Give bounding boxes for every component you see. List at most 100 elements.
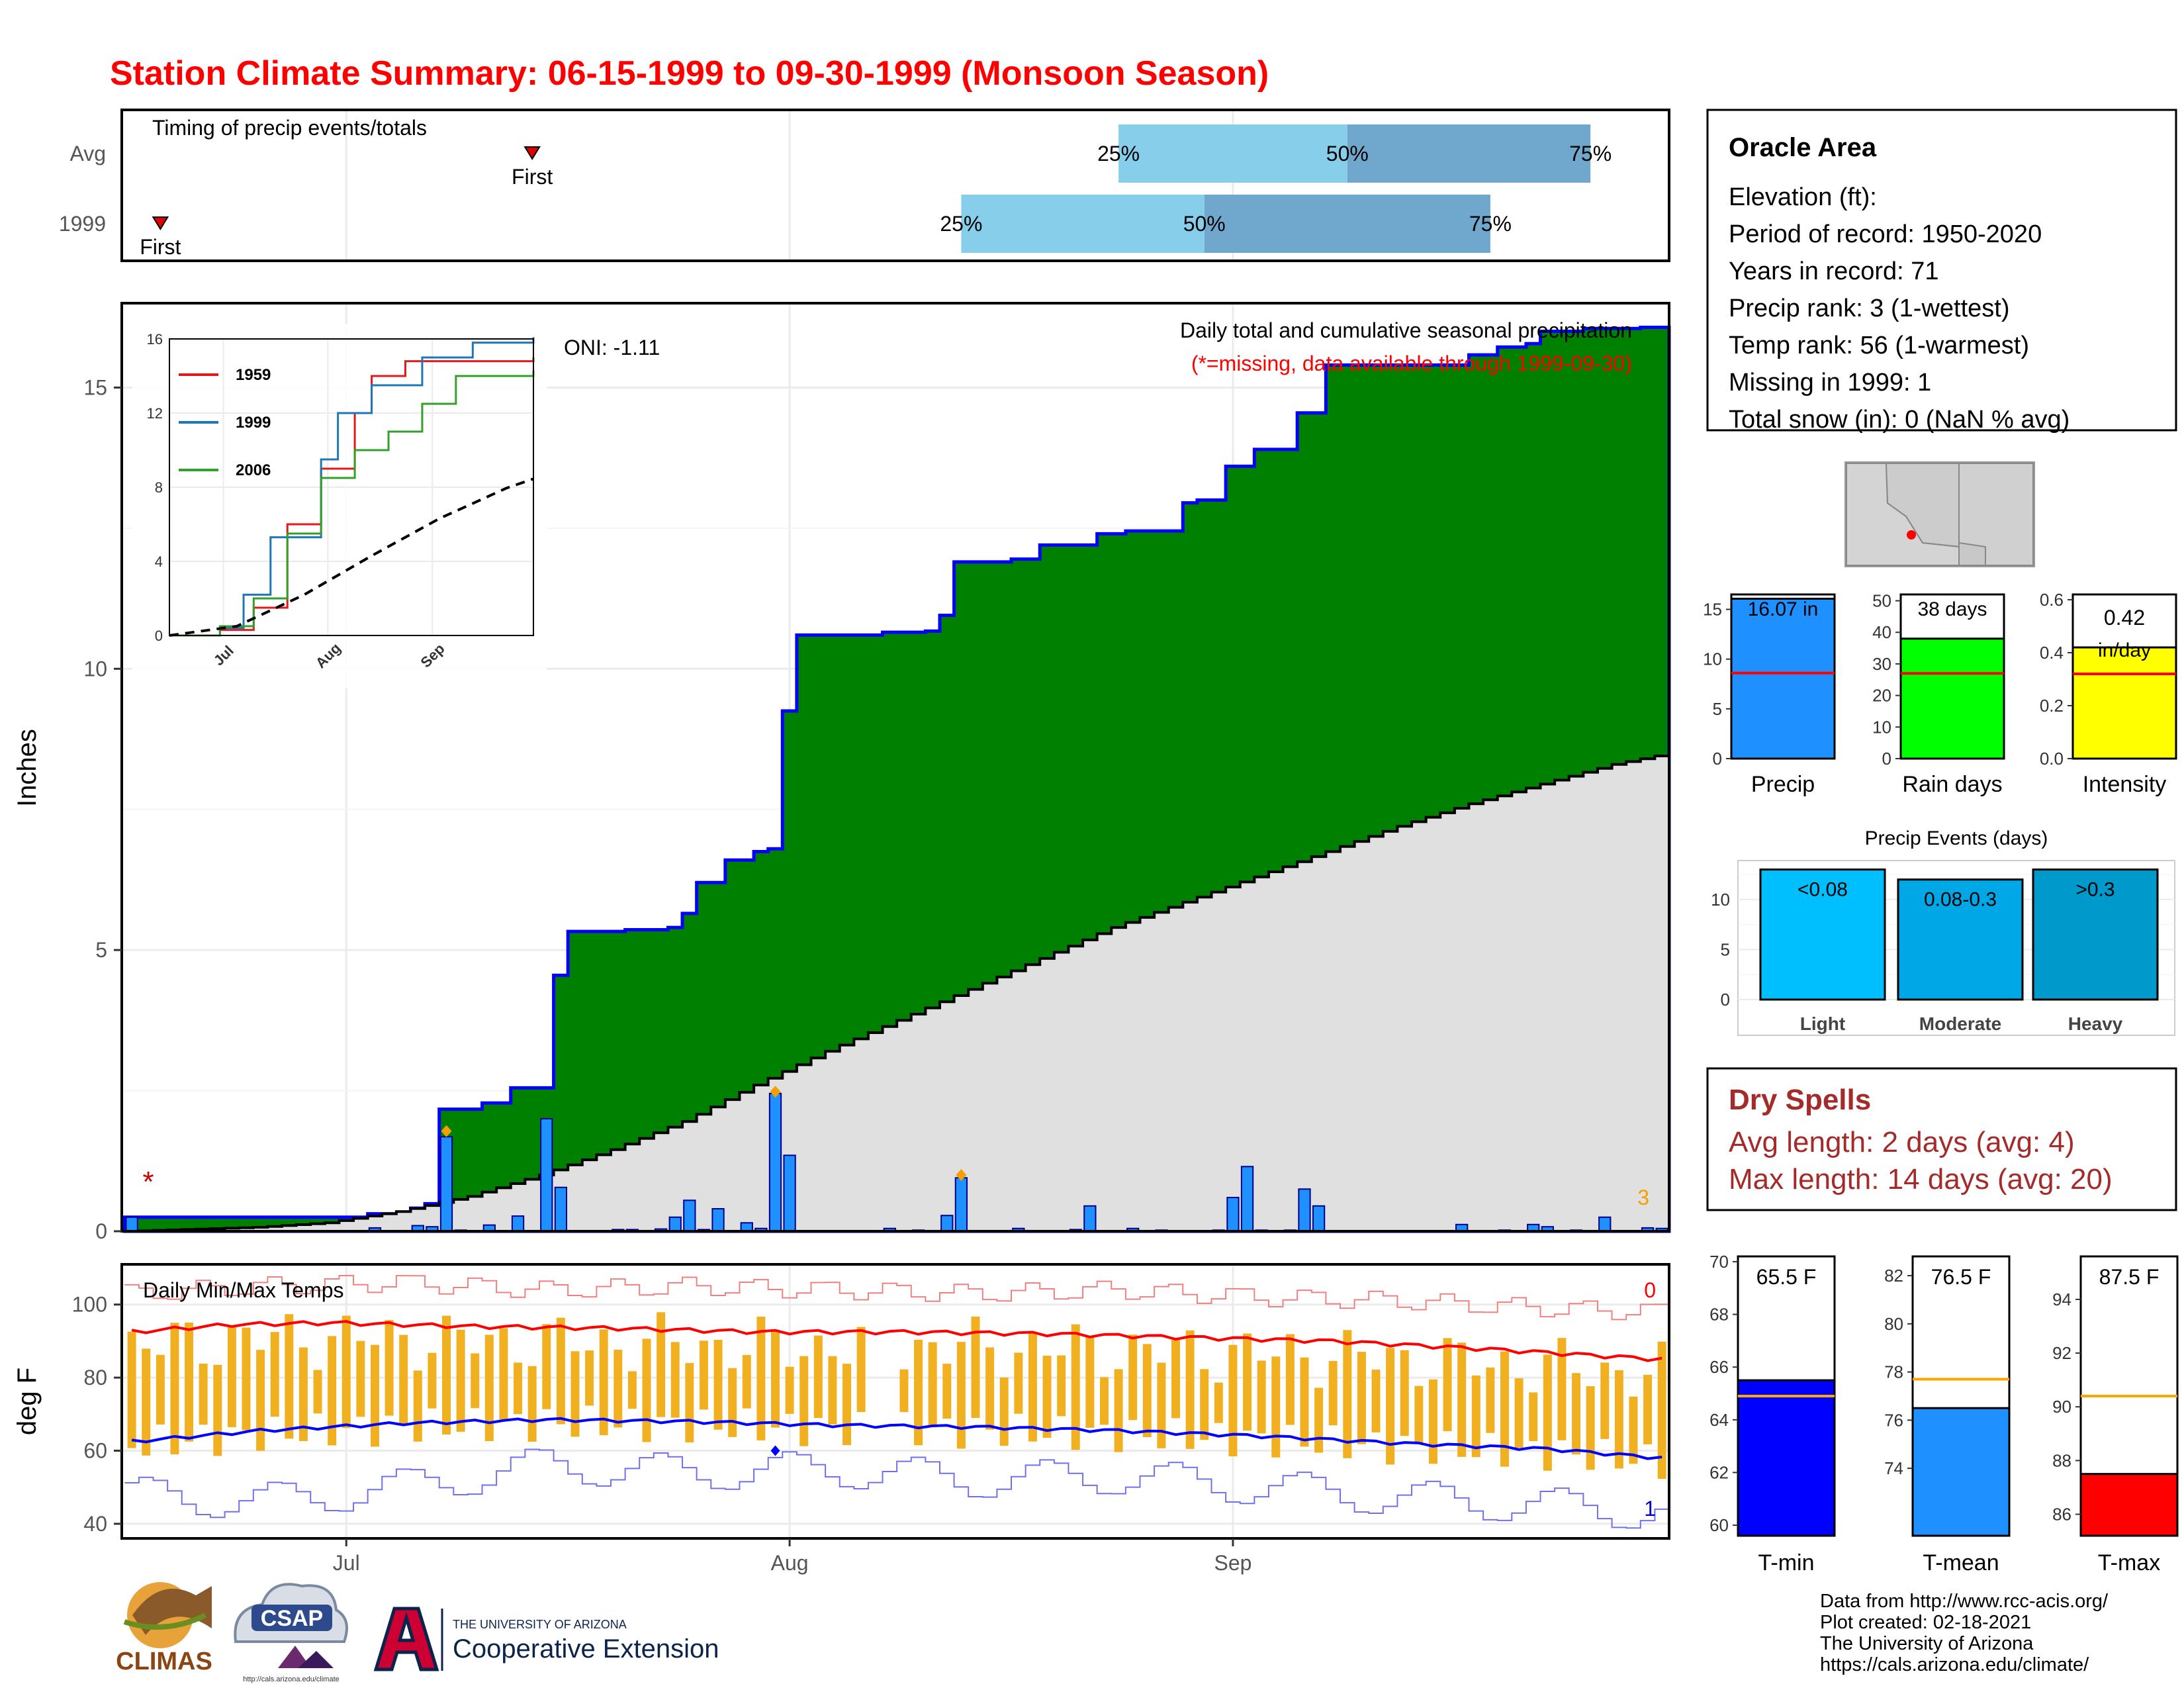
temp-summary-y-tick-label: 80 — [1884, 1314, 1903, 1334]
station-name: Oracle Area — [1729, 133, 1877, 162]
daily-precip-bar — [439, 1136, 453, 1232]
timing-bar-50-75 — [1204, 195, 1490, 253]
daily-temp-bar — [657, 1312, 666, 1417]
daily-temp-bar — [442, 1315, 451, 1435]
temp-y-axis: 40 60 80 100 — [72, 1293, 122, 1536]
missing-marker: * — [142, 1166, 154, 1198]
summary-y-tick-label: 30 — [1872, 654, 1891, 674]
daily-temp-bar — [1314, 1387, 1324, 1453]
temp-summary-value: 65.5 F — [1756, 1265, 1817, 1289]
temp-summary-y-tick-label: 74 — [1884, 1458, 1903, 1478]
daily-temp-bar — [527, 1366, 537, 1442]
daily-precip-bar — [683, 1199, 696, 1233]
daily-temp-bar — [156, 1354, 165, 1425]
daily-precip-bar — [554, 1186, 568, 1232]
summary-y-tick-label: 40 — [1872, 622, 1891, 642]
daily-temp-bar — [1557, 1338, 1567, 1440]
daily-temp-bar — [1486, 1367, 1495, 1433]
daily-temp-bar — [356, 1340, 365, 1417]
credit-university: The University of Arizona — [1820, 1633, 2034, 1654]
daily-temp-bar — [1243, 1333, 1252, 1431]
daily-precip-bar — [1083, 1205, 1097, 1233]
daily-temp-bar — [1500, 1351, 1509, 1467]
temp-summary-y-tick-label: 94 — [2052, 1289, 2071, 1309]
summary-y-tick-label: 0.2 — [2040, 696, 2064, 716]
temp-summary-y-tick-label: 62 — [1709, 1462, 1729, 1482]
daily-temp-bar — [456, 1329, 465, 1432]
summary-bar-fill — [1899, 637, 2005, 760]
temp-summary-t-mean: 74 76 78 80 82 76.5 F T-mean — [1884, 1255, 2011, 1575]
temp-summary-y-tick-label: 88 — [2052, 1450, 2071, 1470]
inset-y-tick-label: 0 — [155, 628, 163, 644]
timing-panel: 25%50%75%FirstLast25%50%75%FirstLast Tim… — [59, 109, 1670, 262]
record-low-count: 1 — [1644, 1497, 1656, 1521]
daily-temp-bar — [499, 1328, 508, 1420]
timing-bar-25-50 — [961, 195, 1205, 253]
precip-panel-header: Daily total and cumulative seasonal prec… — [1180, 318, 1632, 342]
ua-extension: Cooperative Extension — [453, 1634, 719, 1664]
precip-event-marker — [956, 1169, 967, 1182]
daily-temp-bar — [127, 1331, 136, 1448]
daily-temp-bar — [1228, 1344, 1238, 1457]
station-period: Period of record: 1950-2020 — [1729, 220, 2042, 248]
daily-temp-bar — [1543, 1354, 1552, 1471]
inset-series-line — [169, 370, 535, 637]
temp-summary-y-tick-label: 66 — [1709, 1357, 1729, 1377]
timing-row-label-1999: 1999 — [59, 212, 106, 236]
daily-temp-bar — [1357, 1352, 1366, 1444]
summary-y-tick-label: 0 — [1882, 749, 1891, 769]
precip-event-category: Heavy — [2068, 1013, 2123, 1034]
summary-y-tick-label: 5 — [1713, 699, 1722, 719]
precip-y-axis: 0 5 10 15 — [83, 375, 122, 1243]
daily-temp-bar — [1271, 1356, 1281, 1458]
daily-precip-bar — [1226, 1197, 1240, 1233]
station-years: Years in record: 71 — [1729, 258, 1939, 285]
missing-days-count: 3 — [1637, 1186, 1649, 1209]
daily-temp-bar — [428, 1352, 437, 1409]
temp-panel-title: Daily Min/Max Temps — [143, 1278, 343, 1302]
precip-event-bar — [1897, 878, 2024, 1001]
daily-temp-bar — [670, 1342, 680, 1418]
daily-temp-bar — [227, 1327, 236, 1427]
daily-temp-bar — [170, 1323, 179, 1455]
daily-temp-bar — [413, 1370, 422, 1442]
x-tick-label: Aug — [771, 1551, 809, 1575]
temp-summary-value: 76.5 F — [1931, 1265, 1991, 1289]
climas-logo: CLIMAS — [116, 1582, 212, 1675]
inset-y-tick-label: 4 — [155, 553, 163, 570]
daily-temp-bar — [142, 1348, 151, 1456]
daily-temp-bar — [813, 1335, 823, 1419]
temp-summary-y-tick-label: 78 — [1884, 1362, 1903, 1382]
summary-y-tick-label: 10 — [1703, 649, 1722, 669]
daily-temp-bar — [928, 1342, 937, 1428]
dry-spells-box: Dry Spells Avg length: 2 days (avg: 4) M… — [1706, 1067, 2177, 1211]
timing-quantile-label: 50% — [1183, 212, 1226, 236]
daily-temp-bar — [1600, 1362, 1610, 1439]
temp-summary-y-tick-label: 92 — [2052, 1343, 2071, 1363]
daily-temp-bar — [285, 1314, 294, 1439]
precip-event-bar — [2032, 868, 2159, 1001]
events-y-tick-label: 0 — [1721, 990, 1730, 1009]
temp-summary-t-max: 86 88 90 92 94 87.5 F T-max — [2052, 1255, 2179, 1575]
daily-temp-bar — [985, 1347, 995, 1430]
daily-temp-bar — [713, 1339, 723, 1430]
record-min-line — [124, 1448, 1669, 1529]
daily-temp-bar — [585, 1350, 594, 1406]
temp-summary-label: T-min — [1758, 1550, 1815, 1575]
inset-y-tick-label: 8 — [155, 479, 163, 496]
daily-precip-bar — [954, 1177, 968, 1233]
daily-temp-bar — [971, 1316, 980, 1418]
daily-temp-bar — [1071, 1324, 1080, 1450]
timing-quantile-label: 25% — [940, 212, 982, 236]
timing-quantile-label: 50% — [1326, 142, 1369, 165]
daily-temp-bar — [256, 1350, 265, 1451]
timing-rows: 25%50%75%FirstLast25%50%75%FirstLast — [140, 124, 1612, 259]
daily-temp-bar — [1128, 1335, 1138, 1421]
timing-event-label: First — [512, 165, 553, 189]
precip-events-title: Precip Events (days) — [1865, 827, 2048, 849]
precip-event-marker — [770, 1086, 781, 1098]
daily-temp-bar — [1328, 1360, 1338, 1426]
daily-temp-bar — [185, 1322, 194, 1442]
station-location-dot — [1907, 530, 1916, 539]
daily-temp-bar — [1371, 1370, 1381, 1432]
